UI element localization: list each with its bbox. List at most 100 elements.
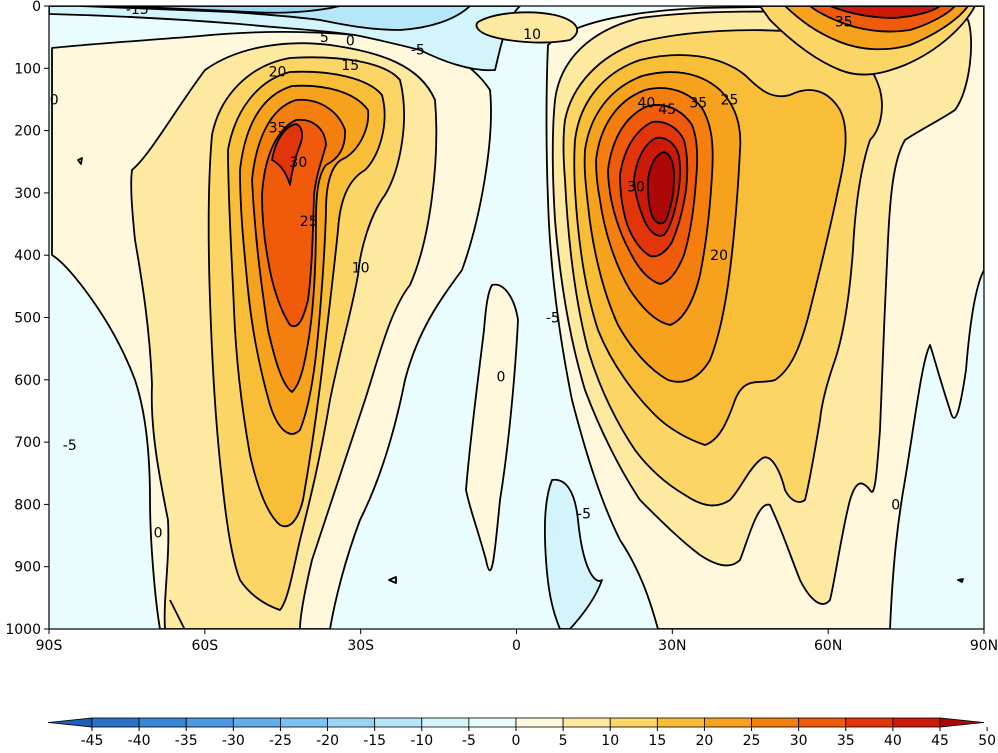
contour-label: -5 (546, 311, 560, 327)
colorbar-tick-label: 40 (884, 733, 902, 749)
contour-label: 35 (269, 120, 287, 136)
y-tick-label: 100 (14, 61, 41, 77)
y-tick-label: 600 (14, 373, 41, 389)
contour-label: 40 (637, 96, 655, 112)
colorbar-tick-label: -45 (81, 733, 104, 749)
misc-contours (77, 157, 964, 629)
contour-label: 15 (341, 58, 359, 74)
y-tick-label: 200 (14, 124, 41, 140)
contour-label: -5 (411, 43, 425, 59)
colorbar-swatch (91, 717, 140, 728)
colorbar-tick-label: 50 (978, 733, 996, 749)
colorbar-tick-label: 0 (512, 733, 521, 749)
contour-sh-lower-zero (169, 599, 186, 629)
colorbar-swatch (327, 717, 376, 728)
x-tick-label: 0 (512, 638, 521, 654)
colorbar-tick-label: 20 (696, 733, 714, 749)
colorbar-swatch (845, 717, 894, 728)
contour-label: 10 (523, 27, 541, 43)
contour-label: 5 (320, 30, 329, 46)
colorbar-tick-label: 35 (837, 733, 855, 749)
colorbar-swatch (609, 717, 658, 728)
contour-label: 25 (300, 214, 318, 230)
x-tick-label: 30S (347, 638, 374, 654)
colorbar-tick-label: -5 (462, 733, 476, 749)
y-tick-label: 1000 (5, 622, 41, 638)
y-tick-label: 500 (14, 311, 41, 327)
contour-label: 35 (689, 96, 707, 112)
contour-label: 0 (346, 33, 355, 49)
colorbar-swatch (374, 717, 423, 728)
colorbar-swatch (421, 717, 470, 728)
contour-label: 30 (289, 155, 307, 171)
colorbar-swatch (704, 717, 752, 728)
contour-label: 35 (835, 15, 853, 31)
contour-label: -5 (63, 438, 77, 454)
contour-label: 45 (658, 102, 676, 118)
y-tick-label: 300 (14, 186, 41, 202)
contour-upper-small-10 (475, 11, 579, 44)
plot-area: -15 5 0 -5 20 15 0 35 30 25 10 -5 0 10 40 45 35 25 30 20 35 0… (49, 2, 984, 629)
colorbar-tick-label: 5 (559, 733, 568, 749)
x-axis: 90S 60S 30S 0 30N 60N 90N (36, 629, 998, 654)
contour-eq-minus5 (544, 479, 603, 629)
colorbar-tick-label: -40 (128, 733, 151, 749)
colorbar-tick-label: 45 (931, 733, 949, 749)
x-tick-label: 30N (658, 638, 686, 654)
colorbar-tick-label: -30 (222, 733, 245, 749)
contour-sh-35 (271, 123, 303, 186)
northern-jet-contours (545, 6, 984, 629)
y-tick-label: 900 (14, 560, 41, 576)
colorbar-tick-label: 30 (790, 733, 808, 749)
contour-label: 0 (891, 497, 900, 513)
contour-label: -15 (126, 2, 149, 18)
colorbar-swatch (751, 717, 800, 728)
colorbar: -45 -40 -35 -30 -25 -20 -15 -10 -5 0 5 10 15 20 25 30 35… (47, 717, 996, 749)
colorbar-swatch (515, 717, 564, 728)
colorbar-swatch (798, 717, 847, 728)
colorbar-tick-label: -20 (316, 733, 339, 749)
contour-small-blob-1 (77, 157, 83, 165)
colorbar-swatch (232, 717, 281, 728)
contour-east-m15 (119, 6, 341, 14)
contour-sh-30 (261, 118, 327, 328)
x-tick-label: 90N (970, 638, 998, 654)
x-tick-label: 90S (36, 638, 63, 654)
colorbar-swatch (138, 717, 187, 728)
southern-jet-contours (51, 31, 492, 629)
colorbar-tick-label: -35 (175, 733, 198, 749)
colorbar-swatch (656, 717, 705, 728)
colorbar-extend-high (939, 717, 985, 728)
colorbar-swatch (185, 717, 234, 728)
colorbar-tick-label: -10 (410, 733, 433, 749)
colorbar-swatch (468, 717, 517, 728)
contour-label: 20 (710, 248, 728, 264)
contour-label: 25 (721, 92, 739, 108)
colorbar-swatch (280, 717, 328, 728)
colorbar-swatch (892, 717, 941, 728)
colorbar-tick-label: 25 (743, 733, 761, 749)
y-tick-label: 0 (32, 0, 41, 15)
colorbar-tick-label: -25 (269, 733, 292, 749)
y-tick-label: 800 (14, 497, 41, 513)
contour-polar-40 (829, 6, 941, 19)
colorbar-tick-label: 10 (601, 733, 619, 749)
contour-label: 30 (627, 180, 645, 196)
colorbar-tick-label: -15 (363, 733, 386, 749)
contour-small-blob-2 (388, 576, 397, 584)
contour-small-blob-3 (957, 578, 964, 583)
contour-nh-45 (646, 151, 675, 225)
contour-label: 0 (154, 525, 163, 541)
easterly-contours (49, 6, 579, 72)
contour-label: -5 (577, 507, 591, 523)
contour-label: 0 (496, 370, 505, 386)
contour-east-m10 (79, 6, 471, 31)
polar-upper-contours (759, 6, 976, 76)
colorbar-swatch (562, 717, 611, 728)
colorbar-tick-label: 15 (648, 733, 666, 749)
contour-label: 0 (50, 92, 59, 108)
y-tick-label: 700 (14, 435, 41, 451)
x-tick-label: 60N (814, 638, 842, 654)
contour-label: 10 (352, 261, 370, 277)
